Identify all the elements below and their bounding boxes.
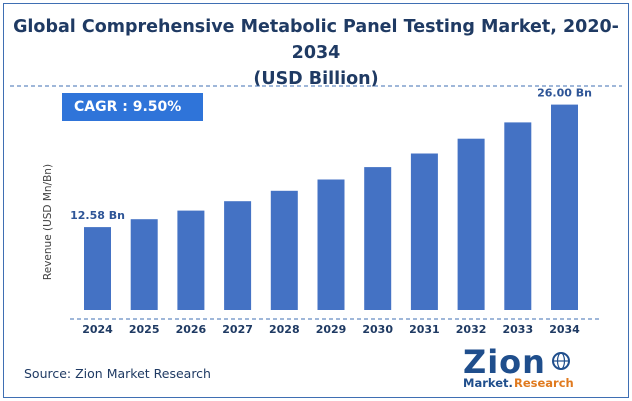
x-tick-label-2025: 2025: [129, 323, 160, 336]
y-axis-label: Revenue (USD Mn/Bn): [42, 164, 54, 280]
bar-2031: [410, 153, 438, 310]
x-tick-label-2032: 2032: [456, 323, 487, 336]
bar-2030: [364, 167, 392, 310]
cagr-badge: CAGR : 9.50%: [62, 93, 203, 121]
x-tick-label-2024: 2024: [82, 323, 113, 336]
x-tick-label-2030: 2030: [362, 323, 393, 336]
bar-2025: [130, 219, 158, 310]
bar-2028: [270, 190, 298, 310]
bar-2032: [457, 138, 485, 310]
bar-2026: [177, 210, 205, 310]
bar-2033: [504, 122, 532, 311]
x-tick-label-2029: 2029: [316, 323, 347, 336]
x-tick-label-2031: 2031: [409, 323, 440, 336]
x-tick-label-2033: 2033: [502, 323, 533, 336]
zion-logo: Zion Market. Research: [463, 343, 574, 390]
bar-2027: [224, 201, 252, 310]
x-tick-label-2028: 2028: [269, 323, 300, 336]
bar-2034: [551, 104, 578, 310]
data-label-2034: 26.00 Bn: [537, 87, 592, 100]
x-tick-label-2026: 2026: [176, 323, 207, 336]
logo-word: Zion: [463, 343, 546, 381]
title-line-2: (USD Billion): [253, 69, 379, 89]
data-label-2024: 12.58 Bn: [70, 209, 125, 222]
x-tick-label-2034: 2034: [549, 323, 580, 336]
chart-title: Global Comprehensive Metabolic Panel Tes…: [0, 14, 632, 92]
logo-tagline-left: Market.: [463, 376, 513, 390]
bar-2029: [317, 179, 345, 310]
bar-2024: [84, 227, 111, 310]
source-note: Source: Zion Market Research: [24, 366, 211, 381]
logo-tagline-right: Research: [514, 376, 574, 390]
title-line-1: Global Comprehensive Metabolic Panel Tes…: [13, 17, 619, 63]
x-tick-label-2027: 2027: [222, 323, 253, 336]
